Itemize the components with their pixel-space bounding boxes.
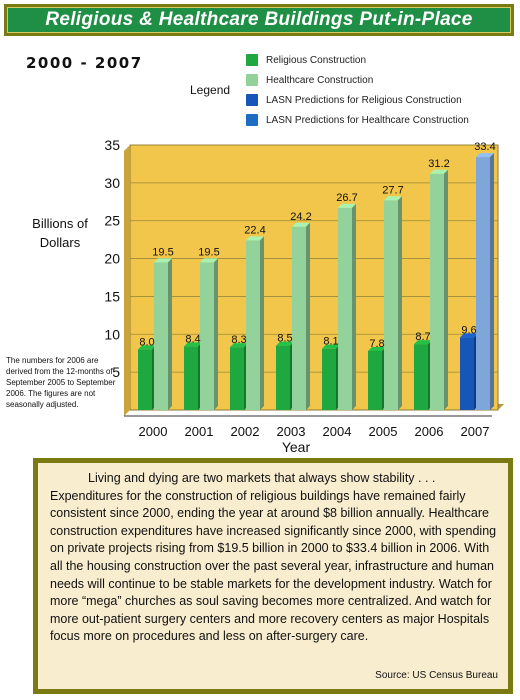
x-tick-label-2004: 2004 [323, 424, 352, 439]
bar-religious-2006-top [414, 340, 432, 345]
legend-swatch-religious [246, 54, 258, 66]
data-label-religious-2006: 8.7 [415, 331, 430, 343]
bar-healthcare-2000-side [168, 258, 172, 410]
x-tick-label-2002: 2002 [231, 424, 260, 439]
bar-religious-2005-top [368, 346, 386, 351]
title-banner: Religious & Healthcare Buildings Put-in-… [4, 4, 514, 36]
data-label-religious-2005: 7.8 [369, 338, 384, 350]
y-tick-label: 25 [104, 213, 120, 229]
x-tick-label-2000: 2000 [139, 424, 168, 439]
x-axis-label: Year [282, 439, 311, 455]
x-tick-label-2003: 2003 [277, 424, 306, 439]
data-label-religious-2003: 8.5 [277, 333, 292, 345]
bar-healthcare-2002-side [260, 236, 264, 410]
bar-healthcare-2006-top [430, 169, 448, 174]
bar-religious-2002-top [230, 343, 248, 348]
y-tick-label: 5 [112, 364, 120, 380]
bar-religious-2003-top [276, 341, 294, 346]
x-tick-label-2005: 2005 [369, 424, 398, 439]
bar-healthcare-2001-top [200, 258, 218, 263]
bar-healthcare-2007 [476, 157, 490, 410]
legend-title: Legend [190, 83, 231, 97]
data-label-healthcare-2006: 31.2 [428, 158, 449, 170]
legend-item-religious-prediction: LASN Predictions for Religious Construct… [246, 90, 469, 110]
bar-religious-2001 [184, 346, 198, 410]
bar-healthcare-2004 [338, 207, 352, 410]
legend-label-healthcare: Healthcare Construction [266, 74, 374, 86]
bar-healthcare-2003-side [306, 222, 310, 410]
bar-religious-2000 [138, 349, 152, 410]
legend-item-healthcare: Healthcare Construction [246, 70, 469, 90]
data-label-religious-2007: 9.6 [461, 324, 476, 336]
data-label-religious-2004: 8.1 [323, 336, 338, 348]
y-tick-label: 30 [104, 175, 120, 191]
legend-label-religious-prediction: LASN Predictions for Religious Construct… [266, 94, 462, 106]
y-tick-label: 10 [104, 326, 120, 342]
data-label-healthcare-2004: 26.7 [336, 192, 357, 204]
bar-healthcare-2000-top [154, 258, 172, 263]
bar-religious-2000-top [138, 345, 156, 350]
legend-swatch-healthcare-prediction [246, 114, 258, 126]
y-tick-label: 35 [104, 137, 120, 153]
x-tick-label-2006: 2006 [415, 424, 444, 439]
bar-religious-2002 [230, 347, 244, 410]
legend-swatch-healthcare [246, 74, 258, 86]
y-tick-label: 15 [104, 288, 120, 304]
side-note: The numbers for 2006 are derived from th… [6, 356, 116, 409]
bar-healthcare-2007-top [476, 153, 494, 158]
bar-healthcare-2002 [246, 240, 260, 410]
chart-title: Religious & Healthcare Buildings Put-in-… [7, 7, 511, 33]
legend-item-religious: Religious Construction [246, 50, 469, 70]
x-tick-label-2007: 2007 [461, 424, 490, 439]
bar-healthcare-2001-side [214, 258, 218, 410]
x-tick-label-2001: 2001 [185, 424, 214, 439]
bar-healthcare-2005-top [384, 196, 402, 201]
y-axis-label: Billions of Dollars [32, 216, 88, 250]
data-label-healthcare-2003: 24.2 [290, 211, 311, 223]
bar-healthcare-2006 [430, 173, 444, 410]
bar-healthcare-2007-side [490, 153, 494, 410]
data-label-healthcare-2007: 33.4 [474, 141, 495, 153]
commentary-text: Living and dying are two markets that al… [50, 471, 497, 644]
bar-healthcare-2001 [200, 262, 214, 410]
data-label-religious-2001: 8.4 [185, 333, 200, 345]
commentary-box: Living and dying are two markets that al… [33, 458, 513, 694]
legend-swatch-religious-prediction [246, 94, 258, 106]
legend: Religious Construction Healthcare Constr… [246, 50, 469, 130]
data-label-healthcare-2002: 22.4 [244, 224, 265, 236]
bar-religious-2004-top [322, 344, 340, 349]
year-range: 2000 - 2007 [26, 54, 143, 72]
data-label-healthcare-2000: 19.5 [152, 246, 173, 258]
bar-religious-2003 [276, 345, 290, 410]
chart-side-wall [124, 145, 130, 416]
bar-religious-2004 [322, 348, 336, 410]
data-label-healthcare-2005: 27.7 [382, 184, 403, 196]
legend-item-healthcare-prediction: LASN Predictions for Healthcare Construc… [246, 110, 469, 130]
bar-religious-2007 [460, 337, 474, 410]
bar-healthcare-2003-top [292, 222, 310, 227]
bar-healthcare-2002-top [246, 236, 264, 241]
source-note: Source: US Census Bureau [375, 670, 498, 681]
legend-label-religious: Religious Construction [266, 54, 367, 66]
bar-healthcare-2005 [384, 200, 398, 410]
legend-label-healthcare-prediction: LASN Predictions for Healthcare Construc… [266, 114, 469, 126]
bar-religious-2006 [414, 344, 428, 410]
bar-healthcare-2005-side [398, 196, 402, 410]
data-label-healthcare-2001: 19.5 [198, 246, 219, 258]
bar-healthcare-2004-side [352, 203, 356, 410]
data-label-religious-2000: 8.0 [139, 336, 154, 348]
bar-healthcare-2006-side [444, 169, 448, 410]
commentary-panel: Living and dying are two markets that al… [38, 463, 508, 689]
bar-religious-2001-top [184, 342, 202, 347]
bar-religious-2005 [368, 350, 382, 410]
y-tick-label: 20 [104, 251, 120, 267]
bar-healthcare-2004-top [338, 203, 356, 208]
data-label-religious-2002: 8.3 [231, 334, 246, 346]
bar-religious-2007-top [460, 333, 478, 338]
bar-healthcare-2003 [292, 226, 306, 410]
bar-chart: 5 10 15 20 25 30 35 8.0 19.5 2000 8.4 19.5 2001 8.3 22… [104, 137, 504, 455]
bar-healthcare-2000 [154, 262, 168, 410]
